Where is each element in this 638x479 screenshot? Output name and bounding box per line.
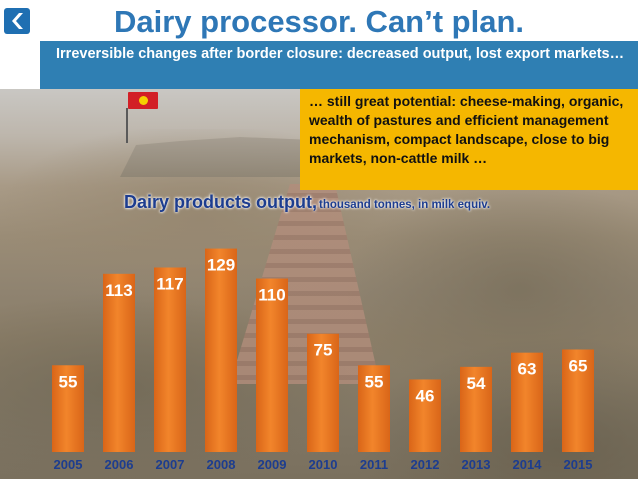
x-tick-label: 2008: [207, 457, 236, 472]
page-title: Dairy processor. Can’t plan.: [113, 4, 525, 39]
x-tick-label: 2010: [309, 457, 338, 472]
subtitle-banner: Irreversible changes after border closur…: [40, 41, 638, 89]
logo: [4, 8, 30, 34]
fortress-wall: [120, 137, 320, 177]
bar-value-label: 55: [365, 372, 384, 391]
bar-value-label: 75: [314, 341, 333, 360]
x-tick-label: 2007: [156, 457, 185, 472]
bar-2012: [409, 379, 441, 452]
bar-2013: [460, 366, 492, 452]
bar-2009: [256, 278, 288, 452]
bar-2006: [103, 273, 135, 452]
flagpole: [126, 108, 128, 143]
bar-value-label: 46: [416, 386, 435, 405]
x-tick-label: 2014: [513, 457, 543, 472]
bar-2005: [52, 365, 84, 452]
kyrgyz-flag-icon: [128, 92, 158, 109]
x-tick-label: 2005: [54, 457, 83, 472]
bar-value-label: 65: [569, 357, 588, 376]
bar-value-label: 129: [207, 256, 235, 275]
potential-callout: … still great potential: cheese-making, …: [300, 89, 638, 190]
arrow-logo-icon: [12, 13, 23, 29]
bar-2011: [358, 365, 390, 452]
bar-2010: [307, 333, 339, 452]
bar-value-label: 54: [467, 374, 486, 393]
chart-title-main: Dairy products output,: [124, 192, 317, 212]
bar-value-label: 55: [59, 372, 78, 391]
bar-2014: [511, 352, 543, 452]
bar-value-label: 110: [258, 286, 285, 305]
chart-title: Dairy products output, thousand tonnes, i…: [124, 192, 490, 213]
x-tick-label: 2015: [564, 457, 593, 472]
chart-title-units: thousand tonnes, in milk equiv.: [319, 199, 491, 211]
bar-2007: [154, 267, 186, 452]
x-tick-label: 2013: [462, 457, 491, 472]
x-tick-label: 2009: [258, 457, 287, 472]
x-tick-label: 2011: [360, 457, 388, 472]
bar-2015: [562, 349, 594, 452]
x-tick-label: 2006: [105, 457, 134, 472]
bar-value-label: 63: [518, 360, 537, 379]
bar-value-label: 117: [156, 275, 183, 294]
bar-2008: [205, 248, 237, 452]
x-tick-label: 2012: [411, 457, 440, 472]
bar-value-label: 113: [105, 281, 132, 300]
